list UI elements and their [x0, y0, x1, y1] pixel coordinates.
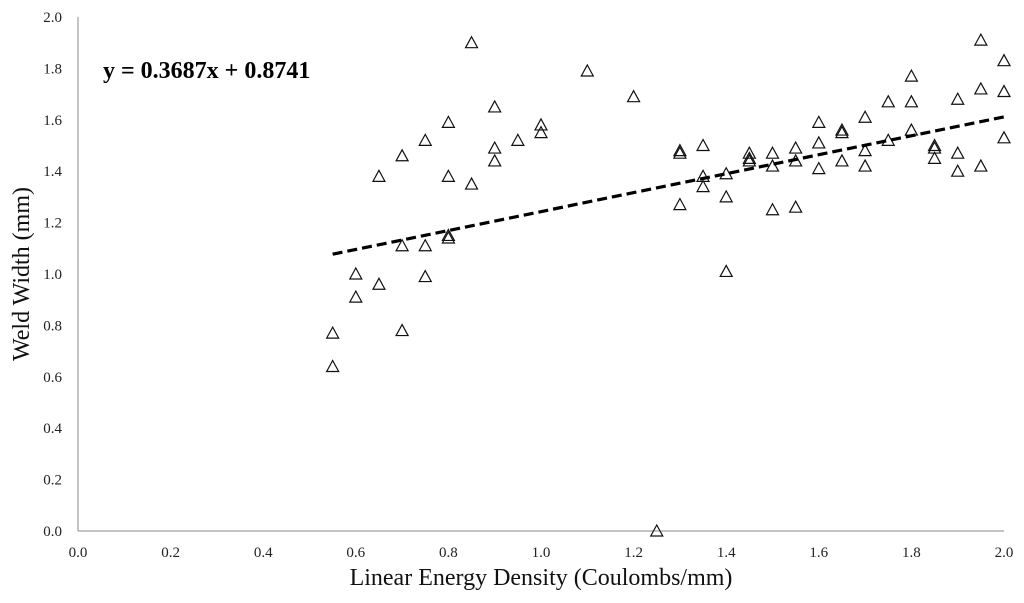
data-point: [765, 145, 780, 159]
data-point: [950, 163, 965, 177]
data-point: [395, 148, 410, 162]
x-tick-label: 1.0: [532, 545, 551, 561]
y-tick-label: 1.8: [43, 61, 62, 77]
data-point: [719, 264, 734, 278]
y-tick-label: 2.0: [43, 10, 62, 26]
y-tick-label: 0.8: [43, 318, 62, 334]
data-point: [487, 153, 502, 167]
data-point: [742, 153, 757, 167]
data-point: [441, 228, 456, 242]
y-tick-label: 1.2: [43, 216, 62, 232]
data-point: [533, 117, 549, 131]
data-point: [834, 122, 849, 136]
data-point: [696, 179, 711, 193]
data-point: [580, 63, 595, 77]
trendline-equation: y = 0.3687x + 0.8741: [103, 58, 310, 84]
data-point: [811, 115, 826, 128]
data-point: [765, 158, 780, 172]
data-point: [371, 277, 386, 290]
data-point: [533, 125, 549, 139]
data-point: [973, 158, 988, 172]
data-point: [927, 151, 942, 164]
data-point: [996, 53, 1012, 67]
x-tick-label: 0.4: [254, 545, 273, 561]
data-point: [672, 197, 687, 211]
y-tick-label: 1.4: [43, 164, 62, 180]
data-point: [348, 289, 363, 303]
data-point: [441, 115, 456, 128]
x-tick-label: 0.0: [69, 545, 88, 561]
data-points: [325, 32, 1012, 537]
data-point: [464, 35, 479, 49]
x-tick-label: 1.2: [624, 545, 643, 561]
data-point: [395, 238, 410, 252]
x-tick-label: 1.4: [717, 545, 736, 561]
data-point: [395, 323, 410, 337]
data-point: [487, 140, 502, 154]
data-point: [834, 125, 849, 139]
data-point: [626, 89, 641, 103]
data-point: [487, 99, 502, 113]
data-point: [441, 169, 456, 182]
data-point: [811, 135, 826, 149]
data-point: [325, 359, 340, 373]
trendline: [332, 115, 1005, 256]
x-axis-title: Linear Energy Density (Coulombs/mm): [350, 565, 733, 591]
data-point: [464, 176, 479, 190]
x-tick-label: 0.2: [161, 545, 180, 561]
y-tick-label: 1.0: [43, 267, 62, 283]
data-point: [881, 94, 896, 108]
data-point: [996, 130, 1012, 144]
y-tick-label: 0.4: [43, 421, 62, 437]
data-point: [834, 153, 849, 167]
data-point: [418, 133, 433, 146]
data-point: [765, 202, 780, 216]
y-tick-label: 0.2: [43, 473, 62, 489]
data-point: [788, 140, 803, 154]
data-point: [418, 238, 433, 252]
y-axis-title: Weld Width (mm): [9, 187, 35, 361]
x-tick-label: 1.6: [809, 545, 828, 561]
y-tick-label: 0.6: [43, 370, 62, 386]
data-point: [858, 158, 873, 172]
data-point: [950, 145, 965, 159]
y-tick-labels: 0.0 0.2 0.4 0.6 0.8 1.0 1.2 1.4 1.6 1.8 2.0: [43, 10, 62, 540]
x-tick-labels: 0.0 0.2 0.4 0.6 0.8 1.0 1.2 1.4 1.6 1.8 2.0: [69, 545, 1014, 561]
data-point: [904, 122, 919, 136]
data-point: [418, 269, 433, 283]
data-point: [348, 266, 363, 280]
data-point: [371, 169, 386, 182]
y-tick-label: 0.0: [43, 524, 62, 540]
data-point: [904, 68, 919, 82]
data-point: [696, 138, 711, 152]
data-point: [996, 84, 1012, 98]
data-point: [858, 109, 873, 123]
data-point: [672, 145, 687, 159]
data-point: [904, 94, 919, 108]
data-point: [742, 151, 757, 164]
data-point: [742, 145, 757, 159]
data-point: [672, 143, 687, 157]
x-tick-label: 2.0: [995, 545, 1014, 561]
data-point: [858, 143, 873, 157]
data-point: [441, 230, 456, 244]
x-tick-label: 1.8: [902, 545, 921, 561]
data-point: [510, 133, 525, 146]
data-point: [811, 161, 826, 175]
data-point: [719, 189, 734, 203]
data-point: [325, 325, 340, 339]
x-tick-label: 0.6: [346, 545, 365, 561]
data-point: [788, 199, 803, 213]
data-point: [950, 91, 965, 105]
data-point: [973, 81, 988, 95]
data-point: [927, 138, 942, 152]
x-tick-label: 0.8: [439, 545, 458, 561]
data-point: [973, 32, 988, 46]
y-tick-label: 1.6: [43, 113, 62, 129]
data-point: [649, 523, 664, 537]
